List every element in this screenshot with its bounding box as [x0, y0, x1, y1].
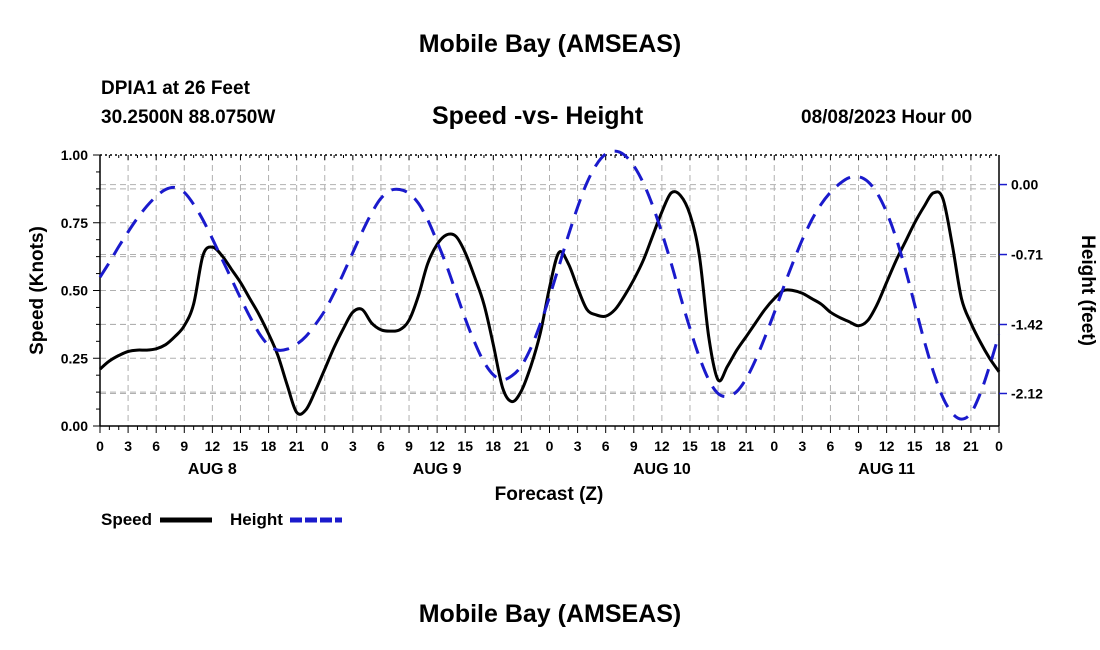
x-tick-label: 18 — [486, 438, 502, 454]
x-tick-label: 0 — [770, 438, 778, 454]
series-line-speed — [99, 190, 1001, 416]
y-tick-label-right: 0.00 — [1011, 177, 1038, 193]
chart-title: Speed -vs- Height — [432, 102, 644, 130]
x-tick-label: 12 — [654, 438, 670, 454]
x-tick-label: 15 — [682, 438, 698, 454]
x-tick-label: 3 — [124, 438, 132, 454]
x-tick-label: 15 — [907, 438, 923, 454]
x-tick-label: 18 — [710, 438, 726, 454]
x-tick-label: 21 — [289, 438, 305, 454]
date-label: AUG 9 — [413, 461, 462, 478]
y-axis-label-right: Height (feet) — [1077, 235, 1098, 346]
x-tick-label: 12 — [205, 438, 221, 454]
x-tick-label: 0 — [96, 438, 104, 454]
axis-labels: 0 3 6 9 12 15 18 21 0 3 6 9 12 15 18 21 0 3 6 9 12 15 18 21 0 3 6 9… — [27, 147, 1098, 505]
x-tick-label: 6 — [602, 438, 610, 454]
x-tick-label: 6 — [827, 438, 835, 454]
legend-speed-label: Speed — [101, 510, 152, 529]
x-tick-label: 9 — [180, 438, 188, 454]
coords-label: 30.2500N 88.0750W — [101, 107, 276, 128]
x-tick-label: 21 — [738, 438, 754, 454]
y-tick-label-left: 0.50 — [61, 283, 88, 299]
date-label: AUG 10 — [633, 461, 691, 478]
x-axis-label: Forecast (Z) — [495, 484, 604, 505]
station-label: DPIA1 at 26 Feet — [101, 78, 250, 99]
axes — [93, 154, 1007, 433]
x-tick-label: 0 — [321, 438, 329, 454]
y-tick-label-left: 0.25 — [61, 350, 88, 366]
x-tick-label: 3 — [574, 438, 582, 454]
x-tick-label: 21 — [514, 438, 530, 454]
datetime-label: 08/08/2023 Hour 00 — [801, 107, 973, 128]
x-tick-label: 9 — [405, 438, 413, 454]
x-tick-label: 0 — [546, 438, 554, 454]
x-tick-label: 12 — [879, 438, 895, 454]
y-tick-label-right: -0.71 — [1011, 247, 1043, 263]
x-tick-label: 18 — [261, 438, 277, 454]
main-title: Mobile Bay (AMSEAS) — [418, 30, 682, 58]
x-tick-label: 3 — [798, 438, 806, 454]
series-layer — [98, 149, 1001, 421]
x-tick-label: 18 — [935, 438, 951, 454]
x-tick-label: 0 — [995, 438, 1003, 454]
y-tick-label-right: -2.12 — [1011, 385, 1043, 401]
y-tick-label-left: 0.75 — [61, 215, 88, 231]
x-tick-label: 15 — [457, 438, 473, 454]
footer-title: Mobile Bay (AMSEAS) — [418, 600, 682, 628]
x-tick-label: 12 — [429, 438, 445, 454]
date-label: AUG 11 — [858, 461, 915, 478]
y-tick-label-left: 0.00 — [61, 418, 88, 434]
x-tick-label: 9 — [855, 438, 863, 454]
x-tick-label: 15 — [233, 438, 249, 454]
date-label: AUG 8 — [188, 461, 237, 478]
x-tick-label: 6 — [377, 438, 385, 454]
y-axis-label-left: Speed (Knots) — [27, 226, 48, 355]
legend-height-label: Height — [230, 510, 283, 529]
x-tick-label: 21 — [963, 438, 979, 454]
y-tick-label-right: -1.42 — [1011, 316, 1043, 332]
x-tick-label: 6 — [152, 438, 160, 454]
legend: Speed Height — [101, 510, 342, 529]
x-tick-label: 9 — [630, 438, 638, 454]
grid — [100, 155, 999, 426]
x-tick-label: 3 — [349, 438, 357, 454]
y-tick-label-left: 1.00 — [61, 147, 88, 163]
series-line-height — [98, 149, 1001, 421]
